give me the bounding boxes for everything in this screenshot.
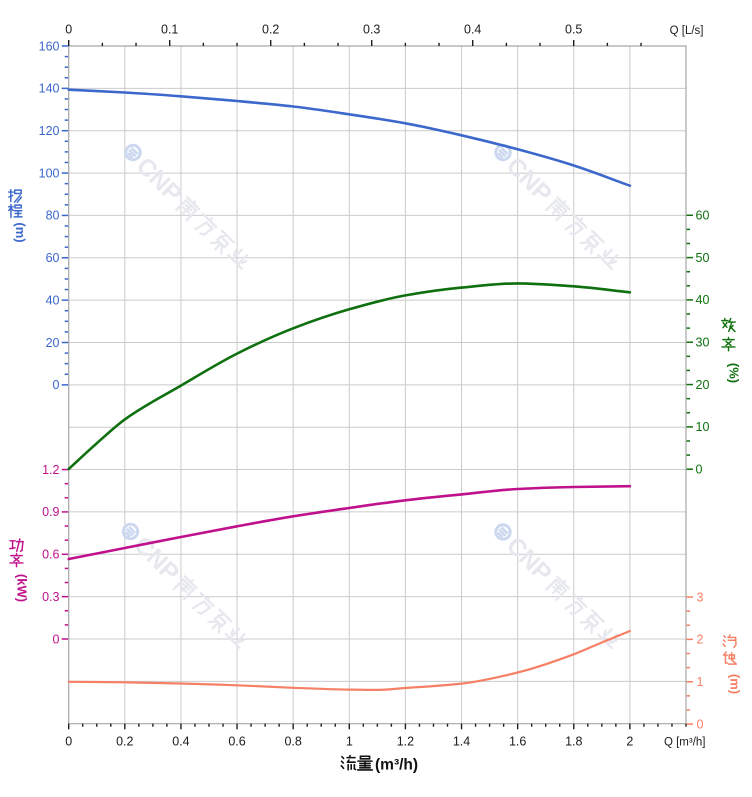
svg-text:60: 60 xyxy=(696,209,710,223)
svg-text:0.5: 0.5 xyxy=(565,23,582,37)
svg-text:0: 0 xyxy=(53,378,60,392)
svg-text:Q [m³/h]: Q [m³/h] xyxy=(664,737,706,749)
svg-text:100: 100 xyxy=(39,166,60,180)
svg-text:2: 2 xyxy=(697,633,704,647)
svg-text:140: 140 xyxy=(39,82,60,96)
svg-text:0.6: 0.6 xyxy=(228,734,245,748)
svg-text:0.3: 0.3 xyxy=(363,23,380,37)
svg-text:(m): (m) xyxy=(13,222,28,242)
svg-text:40: 40 xyxy=(46,293,60,307)
svg-text:0: 0 xyxy=(65,734,72,748)
svg-text:(m): (m) xyxy=(728,674,743,694)
svg-text:(%): (%) xyxy=(727,363,742,383)
svg-text:1.8: 1.8 xyxy=(565,734,582,748)
svg-text:0: 0 xyxy=(697,717,704,731)
svg-text:0.9: 0.9 xyxy=(42,505,59,519)
svg-text:50: 50 xyxy=(696,251,710,265)
svg-text:1.6: 1.6 xyxy=(509,734,526,748)
svg-text:0.4: 0.4 xyxy=(464,23,481,37)
svg-text:120: 120 xyxy=(39,124,60,138)
svg-text:0.2: 0.2 xyxy=(116,734,133,748)
svg-text:0.8: 0.8 xyxy=(284,734,301,748)
svg-text:1.4: 1.4 xyxy=(453,734,470,748)
svg-text:0: 0 xyxy=(696,463,703,477)
svg-text:1.2: 1.2 xyxy=(42,463,59,477)
svg-text:0.3: 0.3 xyxy=(42,590,59,604)
svg-text:0.1: 0.1 xyxy=(161,23,178,37)
svg-text:3: 3 xyxy=(697,590,704,604)
svg-text:1: 1 xyxy=(697,675,704,689)
svg-text:Q [L/s]: Q [L/s] xyxy=(670,25,704,37)
svg-text:0.2: 0.2 xyxy=(262,23,279,37)
svg-text:40: 40 xyxy=(696,293,710,307)
svg-text:20: 20 xyxy=(696,378,710,392)
svg-text:0: 0 xyxy=(53,632,60,646)
svg-text:2: 2 xyxy=(626,734,633,748)
svg-text:30: 30 xyxy=(696,336,710,350)
svg-text:20: 20 xyxy=(46,336,60,350)
svg-text:(m³/h): (m³/h) xyxy=(375,757,418,774)
svg-text:60: 60 xyxy=(46,251,60,265)
svg-text:0.4: 0.4 xyxy=(172,734,189,748)
svg-text:0: 0 xyxy=(65,23,72,37)
svg-text:80: 80 xyxy=(46,209,60,223)
svg-text:160: 160 xyxy=(39,39,60,53)
svg-text:1: 1 xyxy=(346,734,353,748)
svg-text:1.2: 1.2 xyxy=(397,734,414,748)
svg-text:(kW): (kW) xyxy=(15,574,30,602)
svg-text:0.6: 0.6 xyxy=(42,548,59,562)
svg-text:10: 10 xyxy=(696,420,710,434)
